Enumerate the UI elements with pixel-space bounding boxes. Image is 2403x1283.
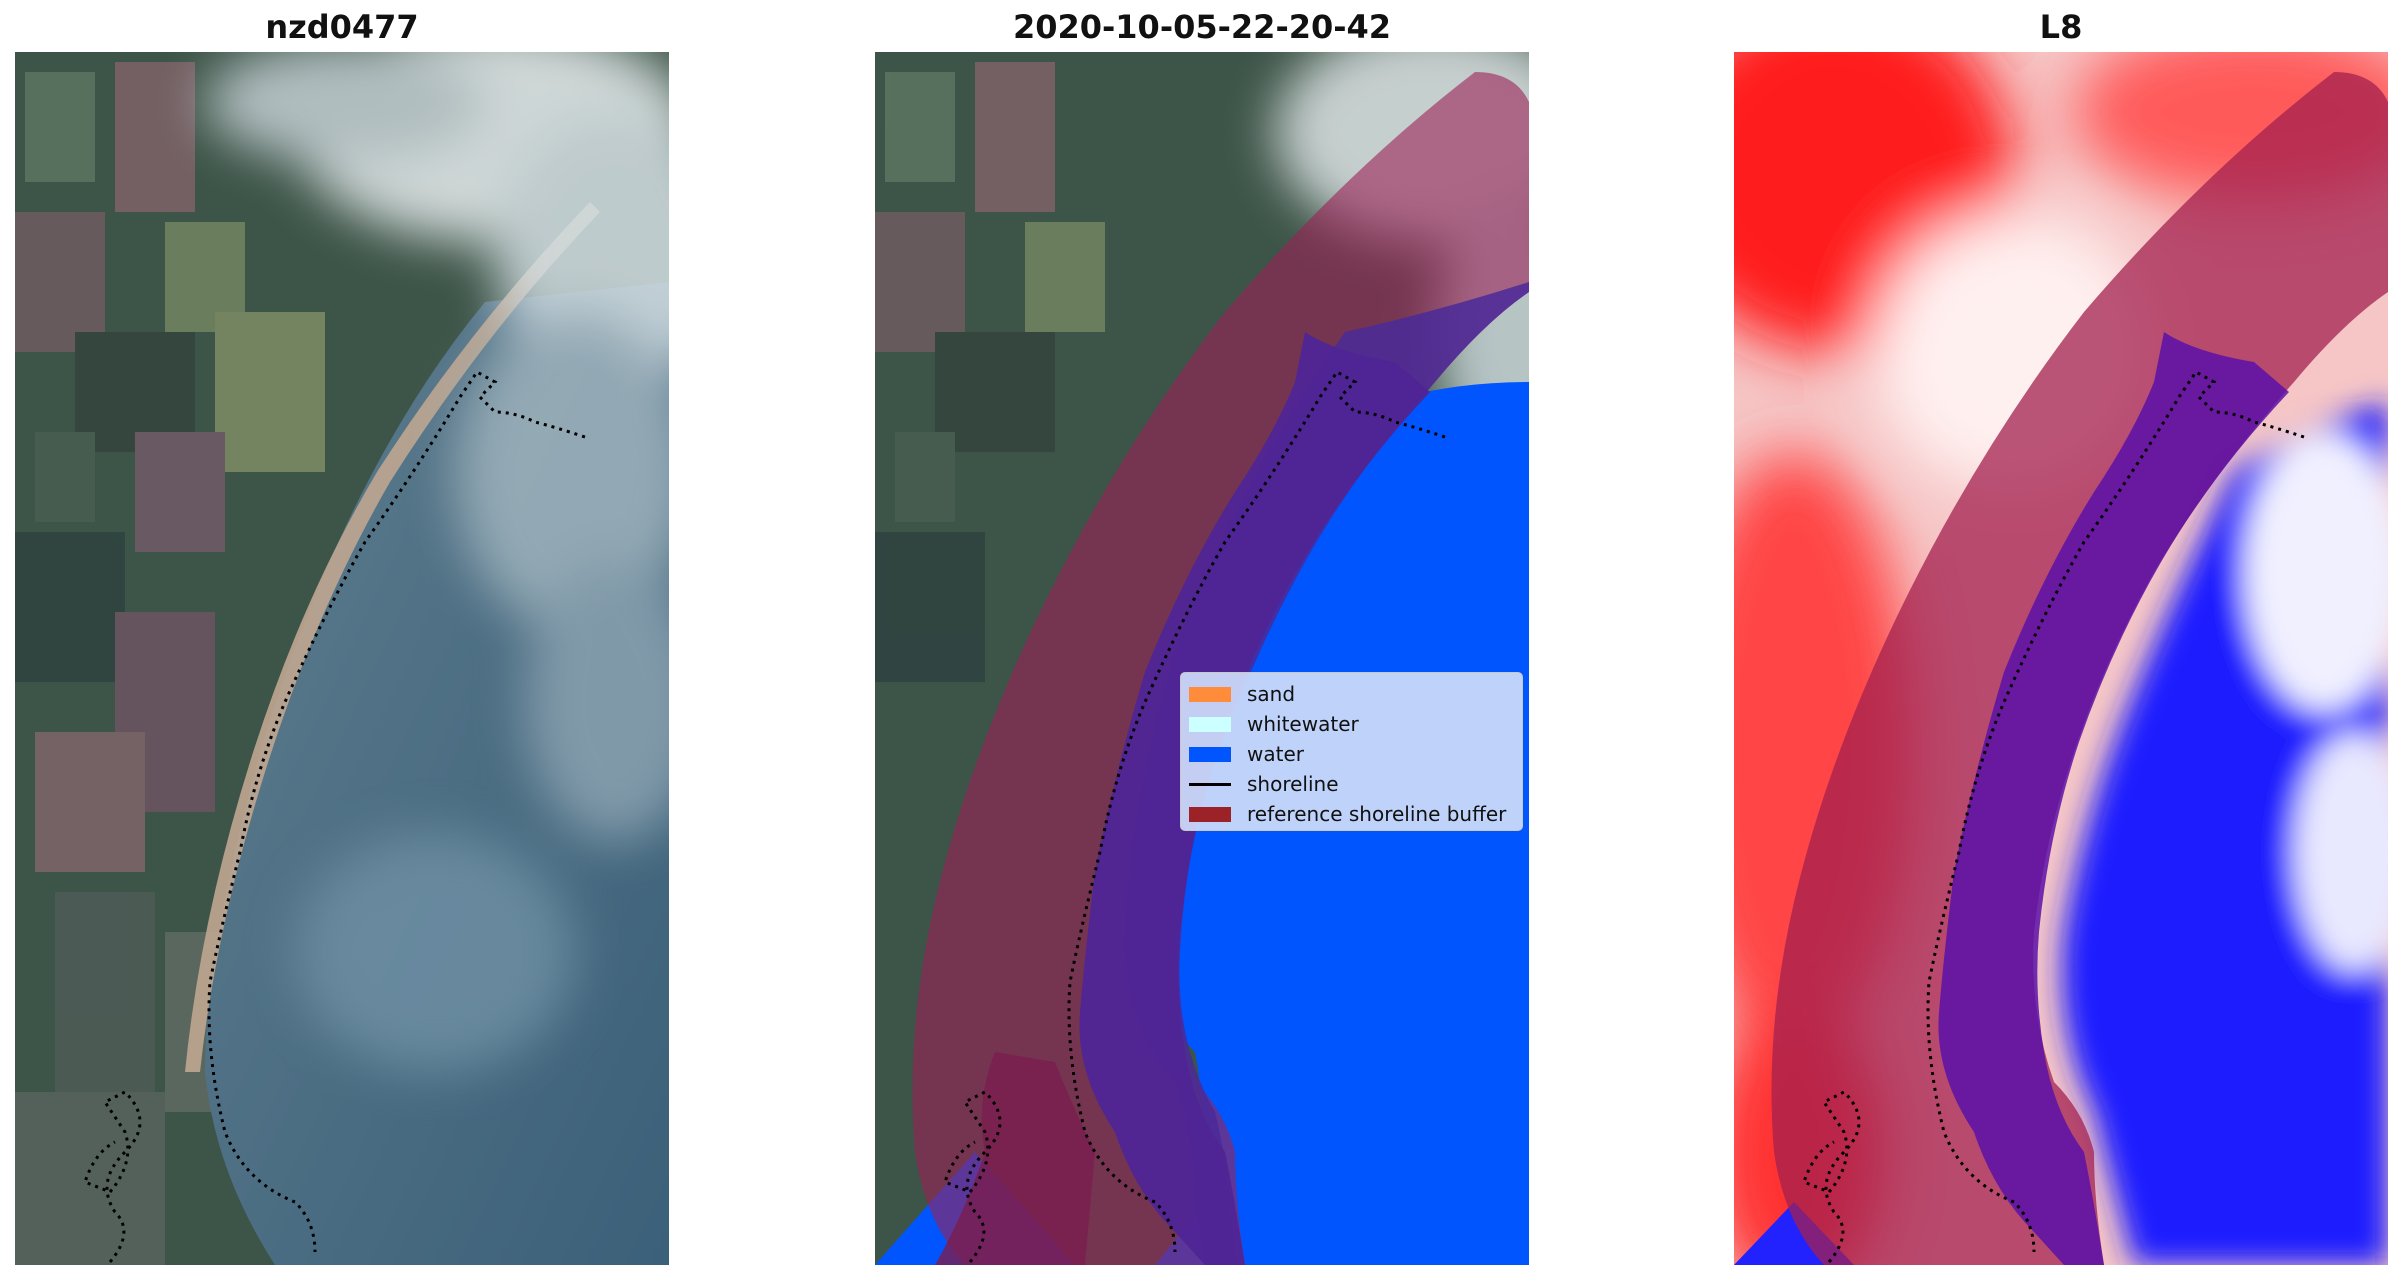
buffer-swatch (1189, 806, 1231, 822)
legend: sand whitewater water shoreline referenc… (1180, 672, 1523, 831)
rgb-satellite-image (15, 52, 669, 1265)
water-swatch (1189, 746, 1231, 762)
legend-item-buffer: reference shoreline buffer (1189, 799, 1514, 829)
sand-swatch (1189, 686, 1231, 702)
index-image (1734, 52, 2388, 1265)
shoreline-swatch (1189, 782, 1231, 786)
shoreline-line-3 (1926, 370, 2305, 1253)
whitewater-swatch (1189, 716, 1231, 732)
legend-item-whitewater: whitewater (1189, 709, 1514, 739)
legend-item-sand: sand (1189, 679, 1514, 709)
panel-title-index: L8 (2039, 8, 2083, 46)
shoreline-line-1 (207, 370, 586, 1253)
panel-title-classified: 2020-10-05-22-20-42 (1012, 8, 1392, 46)
panel-title-rgb: nzd0477 (265, 8, 419, 46)
legend-item-shoreline: shoreline (1189, 769, 1514, 799)
shoreline-line-2 (1067, 370, 1446, 1253)
legend-item-water: water (1189, 739, 1514, 769)
classified-image (875, 52, 1529, 1265)
